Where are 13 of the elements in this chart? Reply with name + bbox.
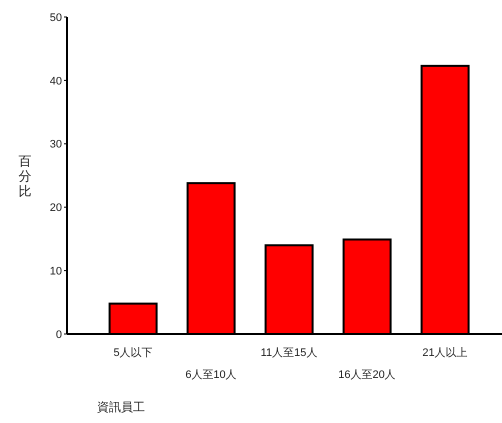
x-tick-label: 5人以下 (113, 346, 153, 359)
y-tick-label: 20 (50, 202, 62, 214)
x-tick-label: 21人以上 (422, 346, 468, 359)
y-tick-label: 30 (50, 138, 62, 151)
y-tick-label: 50 (50, 12, 62, 24)
y-tick-label: 40 (50, 75, 62, 88)
y-tick-label: 0 (56, 328, 62, 341)
x-tick-label: 6人至10人 (185, 369, 237, 381)
y-tick-label: 10 (50, 266, 62, 278)
x-axis-title: 資訊員工 (97, 400, 145, 414)
x-tick-label: 16人至20人 (338, 369, 396, 381)
y-axis-title: 百分比 (18, 154, 32, 198)
x-tick-label: 11人至15人 (260, 347, 318, 359)
